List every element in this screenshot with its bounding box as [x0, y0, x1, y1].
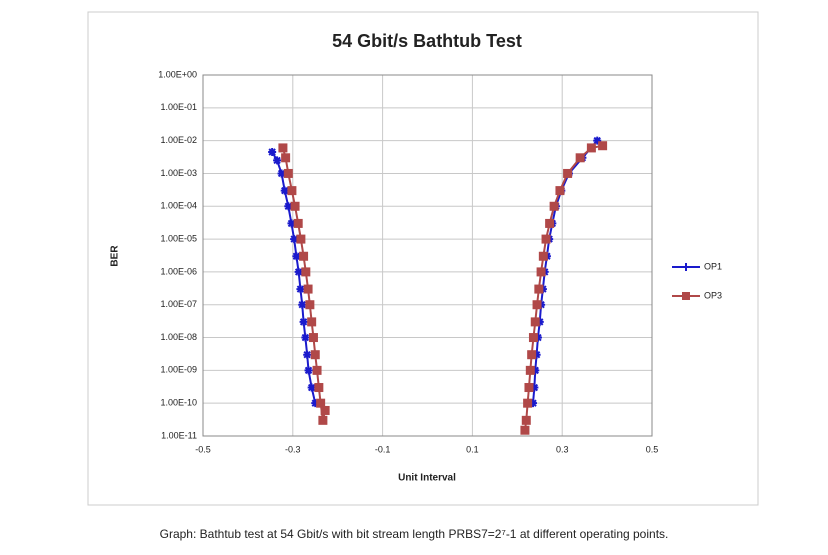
x-axis-label: Unit Interval [398, 473, 456, 484]
marker [290, 201, 300, 211]
x-tick-label: -0.5 [195, 444, 211, 454]
legend-marker [682, 263, 690, 271]
marker [296, 234, 306, 244]
marker [303, 284, 313, 294]
marker [292, 252, 301, 261]
y-tick-label: 1.00E-04 [160, 201, 197, 211]
marker [320, 405, 330, 415]
marker [318, 415, 328, 425]
marker [545, 218, 555, 228]
y-tick-label: 1.00E-02 [160, 135, 197, 145]
marker [549, 201, 559, 211]
marker [593, 136, 602, 145]
y-tick-label: 1.00E-03 [160, 168, 197, 178]
y-tick-label: 1.00E-06 [160, 266, 197, 276]
marker [310, 350, 320, 360]
marker [575, 153, 585, 163]
y-tick-label: 1.00E-01 [160, 102, 197, 112]
marker [281, 153, 291, 163]
marker [525, 365, 535, 375]
marker [305, 300, 315, 310]
marker [298, 300, 307, 309]
marker [293, 218, 303, 228]
caption: Graph: Bathtub test at 54 Gbit/s with bi… [160, 527, 669, 541]
x-tick-label: 0.3 [556, 444, 569, 454]
marker [287, 219, 296, 228]
y-tick-label: 1.00E-07 [160, 299, 197, 309]
marker [563, 168, 573, 178]
x-tick-label: 0.1 [466, 444, 479, 454]
marker [520, 425, 530, 435]
marker [523, 398, 533, 408]
marker [308, 333, 318, 343]
marker [273, 156, 282, 165]
marker [307, 383, 316, 392]
marker [538, 251, 548, 261]
marker [541, 234, 551, 244]
marker [532, 300, 542, 310]
marker [530, 317, 540, 327]
marker [301, 267, 311, 277]
marker [598, 141, 608, 151]
marker [307, 317, 317, 327]
marker [586, 143, 596, 153]
legend-label: OP3 [704, 290, 722, 300]
marker [529, 399, 538, 408]
marker [536, 267, 546, 277]
marker [534, 284, 544, 294]
marker [303, 350, 312, 359]
y-tick-label: 1.00E-10 [160, 398, 197, 408]
marker [521, 415, 531, 425]
legend-marker [682, 292, 690, 300]
marker [527, 350, 537, 360]
marker [531, 366, 540, 375]
marker [312, 365, 322, 375]
marker [524, 383, 534, 393]
y-axis-label: BER [110, 245, 121, 267]
marker [299, 251, 309, 261]
marker [555, 186, 565, 196]
marker [299, 317, 308, 326]
marker [287, 186, 297, 196]
marker [290, 235, 299, 244]
marker [277, 169, 286, 178]
x-tick-label: 0.5 [646, 444, 659, 454]
marker [294, 267, 303, 276]
y-tick-label: 1.00E-11 [161, 430, 197, 440]
marker [278, 143, 288, 153]
legend-label: OP1 [704, 261, 722, 271]
y-tick-label: 1.00E-09 [160, 365, 197, 375]
marker [314, 383, 324, 393]
marker [530, 383, 539, 392]
marker [301, 333, 310, 342]
marker [284, 202, 293, 211]
marker [280, 186, 289, 195]
marker [528, 333, 538, 343]
y-tick-label: 1.00E-05 [160, 233, 197, 243]
chart-frame [87, 11, 759, 506]
marker [296, 285, 305, 294]
marker [311, 399, 320, 408]
y-tick-label: 1.00E+00 [158, 69, 197, 79]
chart-title: 54 Gbit/s Bathtub Test [332, 31, 522, 51]
x-tick-label: -0.3 [285, 444, 301, 454]
marker [283, 168, 293, 178]
x-tick-label: -0.1 [375, 444, 391, 454]
marker [268, 148, 277, 157]
plot-area [202, 74, 653, 437]
marker [532, 350, 541, 359]
y-tick-label: 1.00E-08 [160, 332, 197, 342]
marker [304, 366, 313, 375]
